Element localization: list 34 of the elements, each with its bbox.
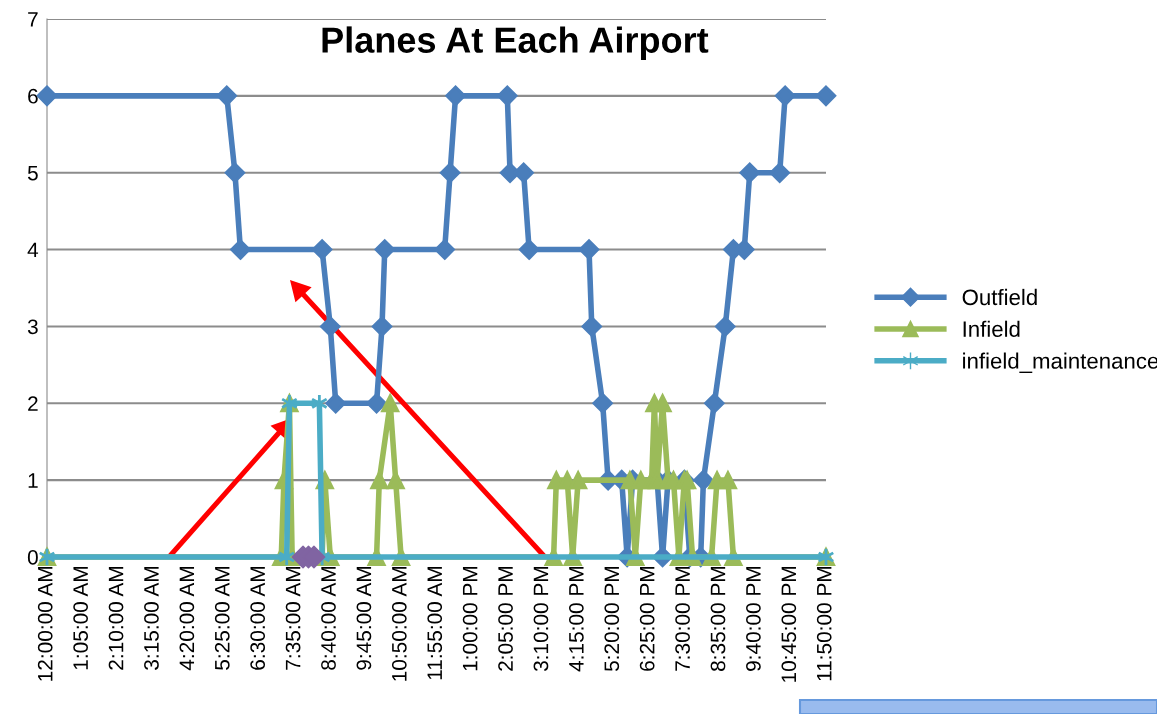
y-tick-label: 7 [28,12,38,27]
y-tick-label: 6 [28,88,38,104]
x-tick-label: 11:55:00 AM [427,567,443,680]
x-tick-label: 6:25:00 PM [639,567,655,671]
chart-title: Planes At Each Airport [322,26,709,61]
x-tick-label: 7:30:00 PM [675,567,690,671]
x-tick-label: 5:25:00 AM [214,567,230,670]
y-tick-label: 3 [27,319,38,335]
x-tick-label: 9:40:00 PM [746,567,761,671]
x-tick-label: 7:35:00 AM [285,567,301,670]
legend-label: Infield [963,320,1020,338]
x-tick-label: 3:15:00 AM [144,567,159,670]
x-tick-label: 3:10:00 PM [533,567,549,672]
x-tick-label: 4:15:00 PM [568,567,584,672]
x-tick-label: 9:45:00 AM [356,567,372,670]
x-tick-label: 2:10:00 AM [108,567,124,670]
x-tick-label: 2:05:00 PM [498,567,513,671]
x-tick-label: 1:00:00 PM [462,567,478,671]
x-tick-label: 10:50:00 AM [391,567,407,681]
x-tick-label: 11:50:00 PM [816,567,832,681]
x-tick-label: 8:40:00 AM [321,567,336,670]
x-tick-label: 10:45:00 PM [781,567,797,682]
y-tick-label: 5 [27,165,38,181]
y-tick-label: 2 [28,396,38,411]
y-tick-label: 4 [27,242,39,258]
x-tick-label: 8:35:00 PM [710,567,726,671]
x-tick-label: 6:30:00 AM [250,567,266,670]
x-tick-label: 4:20:00 AM [179,567,195,671]
x-tick-label: 12:00:00 AM [37,567,53,681]
y-tick-label: 0 [27,550,38,565]
x-tick-label: 5:20:00 PM [604,567,620,672]
legend-label: Outfield [962,288,1037,306]
x-tick-label: 1:05:00 AM [73,567,88,670]
y-tick-label: 1 [28,473,38,488]
